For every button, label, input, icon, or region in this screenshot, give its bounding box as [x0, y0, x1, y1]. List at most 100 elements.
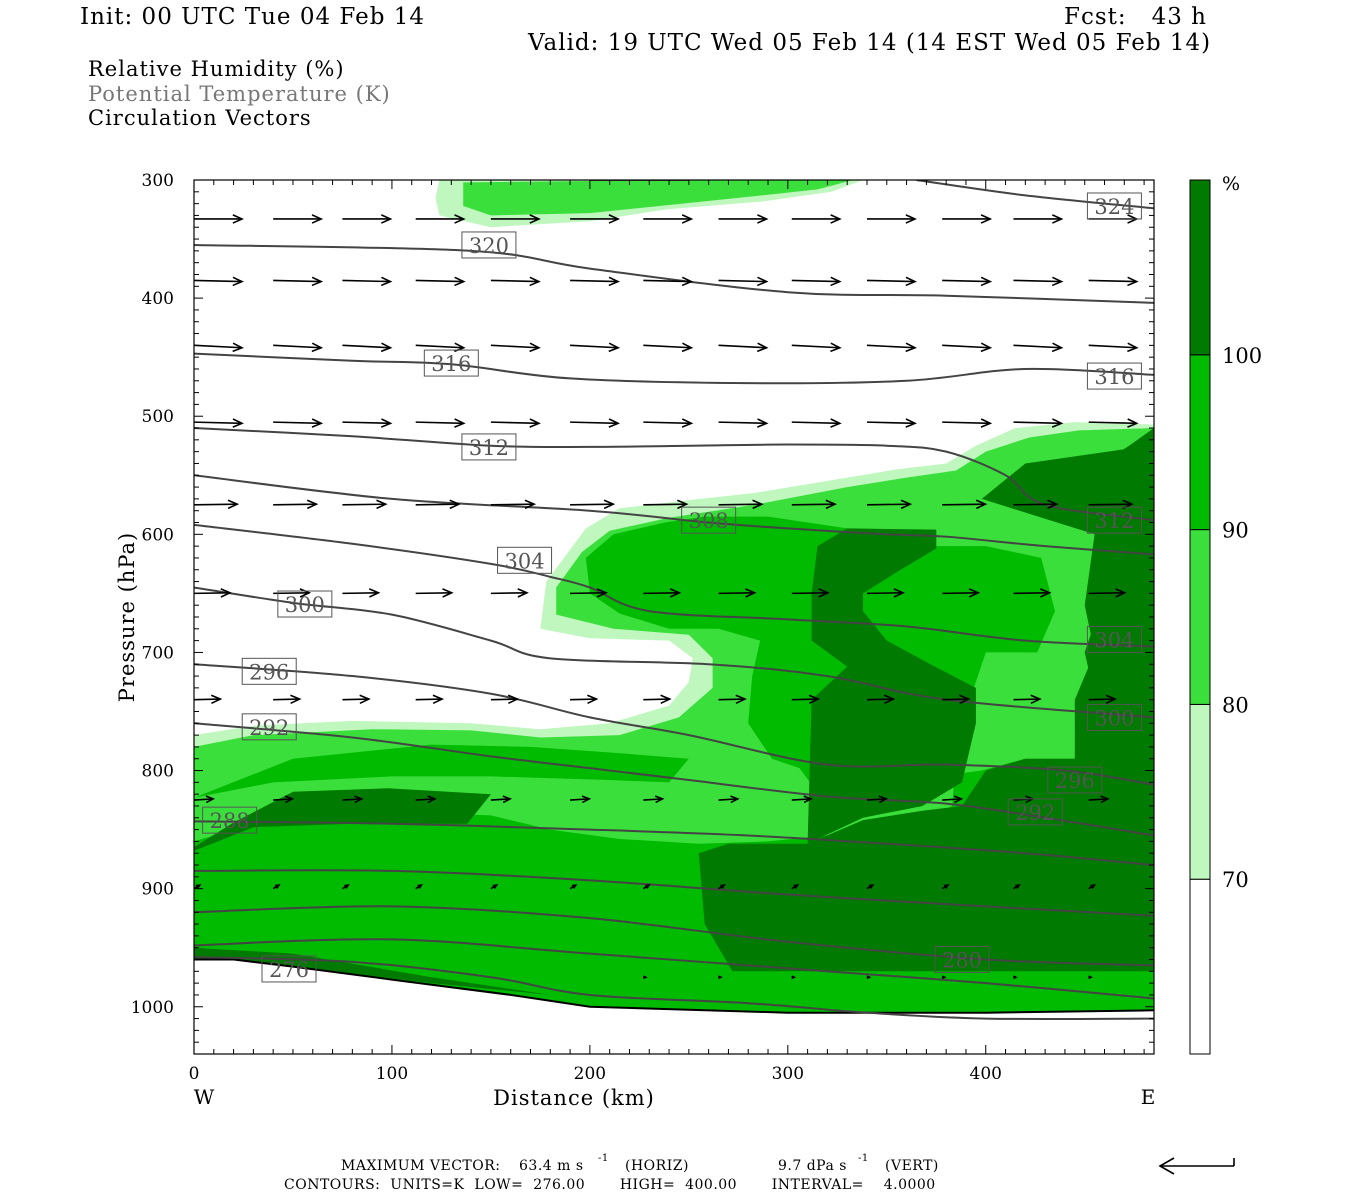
theta-contour-316 — [194, 352, 1154, 385]
circulation-vector — [569, 884, 578, 890]
circulation-vector — [1088, 588, 1127, 598]
contour-label-box — [1086, 625, 1142, 653]
circulation-vector — [272, 884, 281, 890]
vector-shaft — [570, 344, 619, 349]
vector-head — [502, 795, 513, 804]
vector-shaft — [866, 591, 904, 595]
colorbar-segment — [1189, 703, 1211, 880]
vector-head — [524, 499, 537, 510]
theta-label-end-300: 300 — [1086, 703, 1142, 731]
vector-shaft — [643, 698, 670, 701]
circulation-vector — [490, 276, 541, 287]
circulation-vector — [718, 975, 723, 980]
circulation-vector — [194, 588, 232, 598]
circulation-vector — [866, 975, 872, 980]
vector-head — [284, 795, 295, 804]
circulation-vector — [194, 884, 202, 890]
theta-label-300: 300 — [277, 590, 333, 618]
theta-contour-284 — [194, 869, 1154, 917]
circulation-vector — [194, 795, 216, 804]
circulation-vector — [490, 342, 541, 353]
reference-vector-head — [1158, 1157, 1175, 1175]
vector-shaft — [791, 279, 840, 283]
theta-contour-276 — [194, 956, 1154, 1021]
vector-head — [818, 588, 830, 598]
vector-shaft — [643, 421, 692, 425]
vector-head — [311, 342, 324, 353]
circulation-vector — [1088, 276, 1139, 287]
vector-head — [205, 795, 216, 804]
vector-head — [344, 884, 350, 889]
vector-head — [376, 499, 388, 510]
circulation-vector — [1088, 795, 1110, 804]
vector-shaft — [1088, 344, 1137, 349]
vector-head — [454, 214, 466, 224]
circulation-vector — [1013, 418, 1064, 428]
vector-head — [905, 418, 917, 428]
circulation-vector — [643, 418, 694, 428]
circulation-vector — [415, 276, 466, 287]
theta-label-276: 276 — [261, 955, 317, 983]
circulation-vector — [415, 795, 437, 804]
vector-shaft — [643, 798, 663, 801]
circulation-vector — [273, 342, 324, 353]
vector-head — [718, 975, 723, 980]
vector-head — [195, 884, 202, 889]
vector-head — [417, 884, 424, 889]
vector-shaft — [643, 591, 680, 595]
vector-head — [306, 499, 319, 510]
vector-head — [730, 795, 740, 804]
contour-label-text: 324 — [1094, 195, 1134, 219]
vector-head — [720, 884, 726, 889]
circulation-vector — [791, 276, 842, 287]
contour-label-box — [1007, 798, 1063, 826]
y-axis-title: Pressure (hPa) — [115, 532, 139, 702]
circulation-vector — [942, 214, 993, 224]
theta-label-end-316: 316 — [1086, 362, 1142, 390]
vector-head — [311, 418, 324, 428]
vector-head — [454, 418, 466, 428]
vector-head — [380, 214, 393, 224]
vector-shaft — [342, 421, 391, 425]
circulation-vector — [570, 214, 621, 224]
circulation-vector — [791, 499, 837, 510]
vector-head — [752, 499, 764, 510]
vector-head — [210, 694, 223, 705]
vector-head — [756, 276, 769, 287]
circulation-vector — [1088, 975, 1094, 980]
circulation-vector — [490, 694, 520, 705]
contour-label-box — [241, 713, 297, 741]
vector-shaft — [1088, 698, 1116, 701]
theta-label-308: 308 — [681, 506, 737, 534]
circulation-vector — [718, 795, 740, 804]
theta-contour-280 — [194, 905, 1154, 967]
contour-label-box — [461, 433, 517, 461]
contour-label-box — [423, 349, 479, 377]
colorbar-unit: % — [1222, 173, 1240, 195]
contour-label-text: 312 — [1094, 509, 1134, 533]
vector-head — [596, 588, 609, 598]
max-vector-horiz-tag: (HORIZ) — [625, 1158, 689, 1174]
circulation-vector — [1013, 884, 1021, 890]
vector-head — [830, 214, 842, 224]
contour-label-box — [241, 657, 297, 685]
vector-head — [608, 342, 621, 353]
rh-fill-gt100 — [194, 788, 491, 851]
vector-head — [1015, 884, 1021, 889]
circulation-vector — [342, 795, 364, 804]
contour-label-box — [497, 546, 553, 574]
vector-head — [825, 499, 837, 510]
theta-contour-288 — [194, 820, 1154, 867]
circulation-vector — [791, 975, 797, 980]
vector-shaft — [791, 698, 819, 701]
circulation-vector — [194, 499, 240, 510]
circulation-vector — [941, 884, 950, 890]
vector-head — [529, 276, 541, 287]
vector-head — [432, 694, 445, 705]
vector-head — [681, 342, 694, 353]
circulation-vector — [1013, 499, 1059, 510]
rh-fill-gt100 — [698, 428, 1154, 972]
vector-head — [808, 694, 821, 705]
legend-relative-humidity: Relative Humidity (%) — [88, 57, 345, 81]
vector-shaft — [490, 798, 511, 801]
